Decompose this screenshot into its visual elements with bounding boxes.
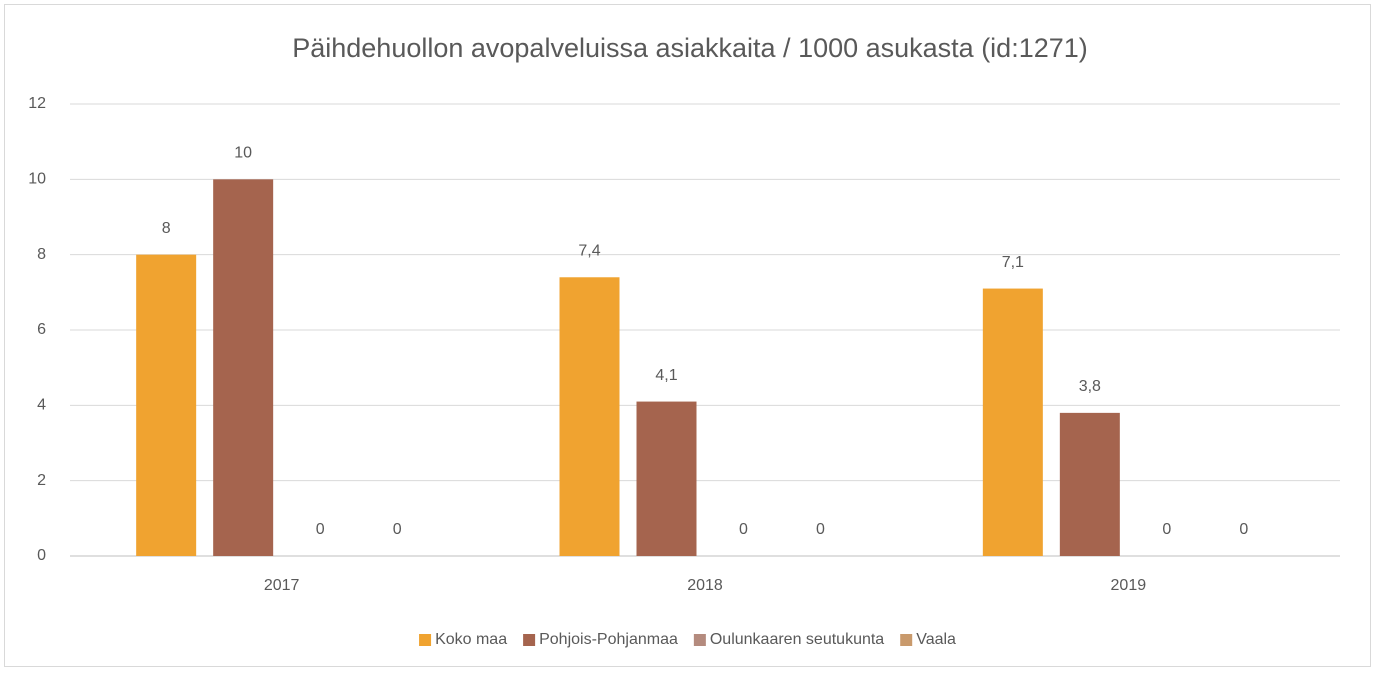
chart-title: Päihdehuollon avopalveluissa asiakkaita … — [292, 33, 1088, 63]
y-tick-label: 12 — [28, 95, 46, 112]
y-tick-label: 0 — [37, 547, 46, 564]
y-tick-label: 10 — [28, 171, 46, 188]
legend-swatch — [900, 634, 913, 646]
x-tick-label: 2017 — [264, 577, 300, 594]
data-label: 8 — [162, 220, 171, 237]
data-label: 10 — [234, 145, 252, 162]
data-label: 7,1 — [1002, 254, 1024, 271]
legend-label: Vaala — [916, 631, 956, 648]
data-label: 0 — [739, 521, 748, 538]
bar — [559, 277, 620, 556]
legend-swatch — [419, 634, 432, 646]
legend-label: Koko maa — [435, 631, 507, 648]
x-tick-label: 2018 — [687, 577, 723, 594]
data-label: 0 — [316, 521, 325, 538]
data-label: 0 — [816, 521, 825, 538]
bar — [213, 179, 274, 557]
legend-swatch — [523, 634, 536, 646]
data-label: 7,4 — [578, 242, 600, 259]
bar — [136, 254, 197, 556]
bar — [1059, 412, 1120, 556]
data-label: 4,1 — [655, 367, 677, 384]
x-tick-label: 2019 — [1111, 577, 1147, 594]
bar — [636, 401, 697, 556]
data-label: 0 — [393, 521, 402, 538]
legend-label: Pohjois-Pohjanmaa — [539, 631, 678, 648]
data-label: 0 — [1239, 521, 1248, 538]
y-tick-label: 8 — [37, 246, 46, 263]
legend-swatch — [693, 634, 706, 646]
y-tick-label: 2 — [37, 472, 46, 489]
data-label: 3,8 — [1079, 378, 1101, 395]
legend-label: Oulunkaaren seutukunta — [710, 631, 884, 648]
data-label: 0 — [1162, 521, 1171, 538]
bar — [982, 288, 1043, 556]
y-tick-label: 6 — [37, 321, 46, 338]
y-tick-label: 4 — [37, 397, 46, 414]
